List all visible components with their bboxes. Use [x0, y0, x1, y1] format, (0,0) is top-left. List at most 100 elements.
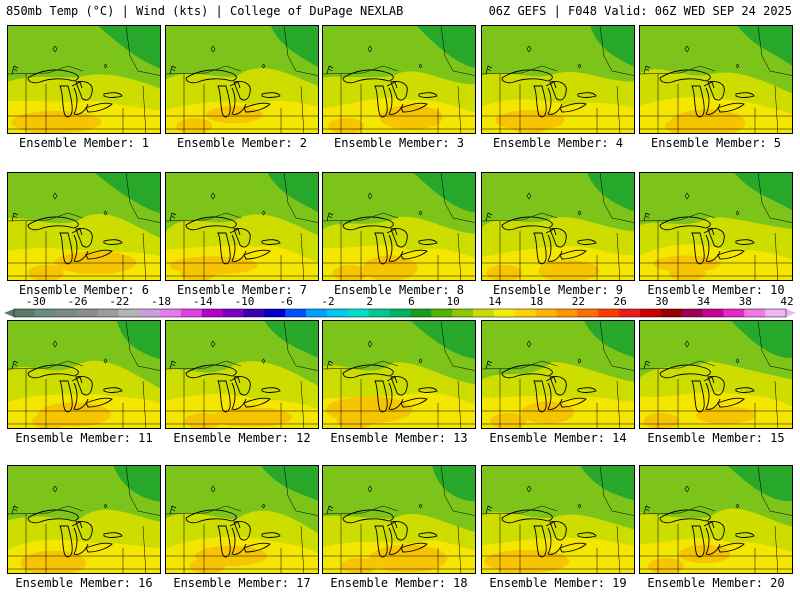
temperature-field — [640, 173, 792, 280]
temperature-field — [482, 321, 634, 428]
temperature-field — [166, 321, 318, 428]
colorbar-swatch — [744, 309, 766, 317]
colorbar-swatch — [765, 309, 787, 317]
ensemble-member-map — [639, 172, 793, 281]
ensemble-member-label: Ensemble Member: 14 — [489, 431, 627, 445]
colorbar-swatch — [556, 309, 578, 317]
colorbar-swatch — [326, 309, 349, 317]
colorbar-tick-label: 6 — [408, 296, 415, 308]
temperature-field — [640, 321, 792, 428]
ensemble-member-label: Ensemble Member: 18 — [330, 576, 468, 590]
ensemble-member-label: Ensemble Member: 15 — [647, 431, 785, 445]
ensemble-member-label: Ensemble Member: 7 — [176, 283, 308, 297]
temperature-field — [640, 466, 792, 573]
temperature-field — [166, 466, 318, 573]
colorbar-swatch — [34, 309, 57, 317]
colorbar-swatch — [76, 309, 98, 317]
colorbar-tick-label: -14 — [193, 296, 213, 308]
ensemble-member-label: Ensemble Member: 20 — [647, 576, 785, 590]
ensemble-member-label: Ensemble Member: 10 — [647, 283, 785, 297]
colorbar-swatch — [368, 309, 390, 317]
colorbar-swatch — [285, 309, 307, 317]
ensemble-member-label: Ensemble Member: 6 — [18, 283, 150, 297]
colorbar-swatch — [431, 309, 453, 317]
colorbar-swatch — [180, 309, 203, 317]
ensemble-member-map — [481, 465, 635, 574]
ensemble-member-map — [165, 465, 319, 574]
colorbar-tick-label: 30 — [655, 296, 668, 308]
ensemble-member-map — [322, 465, 476, 574]
colorbar-tick-label: 34 — [697, 296, 711, 308]
ensemble-member-label: Ensemble Member: 8 — [333, 283, 465, 297]
colorbar-left-arrow — [4, 309, 14, 317]
ensemble-member-map — [7, 172, 161, 281]
ensemble-member-map — [165, 25, 319, 134]
temperature-field — [8, 466, 160, 573]
temperature-field — [8, 173, 160, 280]
temperature-field — [8, 26, 160, 133]
ensemble-member-label: Ensemble Member: 16 — [15, 576, 153, 590]
temperature-field — [166, 173, 318, 280]
ensemble-member-label: Ensemble Member: 1 — [18, 136, 150, 150]
colorbar-tick-label: -26 — [68, 296, 88, 308]
colorbar-swatch — [222, 309, 244, 317]
colorbar-tick-label: -18 — [151, 296, 171, 308]
colorbar-swatch — [598, 309, 620, 317]
colorbar-swatch — [493, 309, 516, 317]
ensemble-member-map — [7, 25, 161, 134]
ensemble-member-map — [481, 320, 635, 429]
ensemble-member-label: Ensemble Member: 4 — [492, 136, 624, 150]
colorbar-tick-label: -2 — [321, 296, 334, 308]
ensemble-member-map — [639, 25, 793, 134]
colorbar-swatch — [619, 309, 641, 317]
ensemble-member-map — [7, 465, 161, 574]
colorbar-swatch — [14, 309, 36, 317]
temperature-field — [482, 173, 634, 280]
colorbar-swatch — [577, 309, 599, 317]
colorbar-tick-label: 14 — [488, 296, 502, 308]
colorbar-swatch — [243, 309, 265, 317]
colorbar-swatch — [347, 309, 370, 317]
ensemble-member-map — [165, 172, 319, 281]
colorbar-tick-label: 18 — [530, 296, 543, 308]
ensemble-member-label: Ensemble Member: 13 — [330, 431, 468, 445]
colorbar-swatch — [97, 309, 119, 317]
colorbar-tick-label: -10 — [235, 296, 255, 308]
colorbar-swatch — [473, 309, 495, 317]
colorbar-tick-label: -22 — [109, 296, 129, 308]
ensemble-member-map — [481, 25, 635, 134]
colorbar-swatch — [264, 309, 286, 317]
temperature-field — [640, 26, 792, 133]
colorbar-swatch — [702, 309, 724, 317]
ensemble-member-label: Ensemble Member: 11 — [15, 431, 153, 445]
temperature-field — [323, 26, 475, 133]
ensemble-member-label: Ensemble Member: 5 — [650, 136, 782, 150]
temperature-colorbar: -30 -26 -22 -18 -14 -10 -6 -2 2 6 10 14 18 22 26 30 34 38… — [4, 296, 796, 318]
colorbar-tick-label: 26 — [613, 296, 626, 308]
model-run-info: 06Z GEFS | F048 Valid: 06Z WED SEP 24 20… — [488, 4, 792, 18]
colorbar-swatch — [452, 309, 474, 317]
temperature-field — [482, 26, 634, 133]
colorbar-tick-label: 42 — [780, 296, 793, 308]
colorbar-swatch — [535, 309, 557, 317]
ensemble-member-map — [7, 320, 161, 429]
colorbar-swatch — [306, 309, 328, 317]
temperature-field — [482, 466, 634, 573]
colorbar-tick-label: 2 — [366, 296, 373, 308]
ensemble-member-label: Ensemble Member: 3 — [333, 136, 465, 150]
ensemble-member-label: Ensemble Member: 19 — [489, 576, 627, 590]
ensemble-member-label: Ensemble Member: 17 — [173, 576, 311, 590]
ensemble-member-map — [481, 172, 635, 281]
colorbar-right-arrow — [786, 309, 796, 317]
ensemble-member-label: Ensemble Member: 2 — [176, 136, 308, 150]
colorbar-tick-label: 22 — [572, 296, 585, 308]
colorbar-swatch — [201, 309, 224, 317]
ensemble-member-map — [322, 320, 476, 429]
colorbar-swatch — [55, 309, 77, 317]
ensemble-member-map — [639, 320, 793, 429]
colorbar-swatch — [118, 309, 140, 317]
temperature-field — [166, 26, 318, 133]
colorbar-tick-label: -30 — [26, 296, 46, 308]
colorbar-tick-label: -6 — [280, 296, 293, 308]
temperature-field — [323, 321, 475, 428]
